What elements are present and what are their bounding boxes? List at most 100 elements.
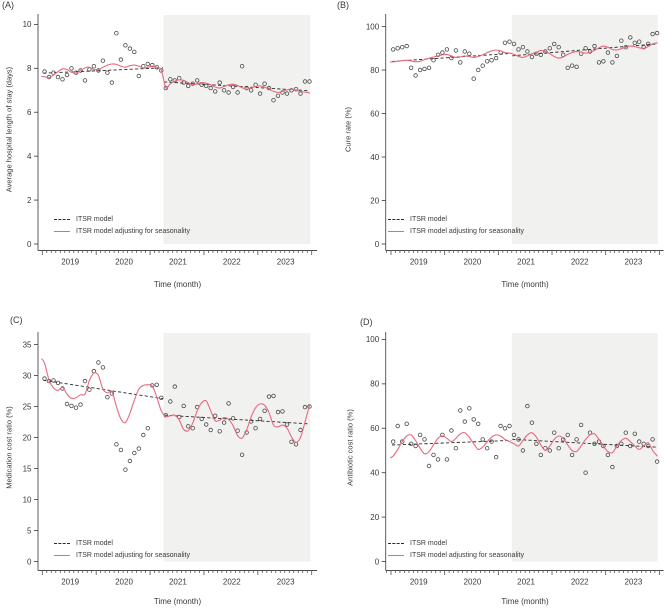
- data-point: [190, 425, 195, 431]
- y-tick-label: 0: [27, 557, 32, 566]
- data-point: [646, 41, 651, 47]
- dashed-line-sample-icon: [388, 543, 404, 545]
- y-axis-ticks: 0 2 4 6 8 10: [23, 20, 38, 249]
- y-tick-label: 20: [370, 513, 379, 522]
- data-point: [168, 77, 173, 82]
- data-point: [262, 81, 267, 86]
- data-point: [610, 60, 615, 65]
- data-point: [100, 365, 106, 370]
- data-point: [632, 431, 637, 436]
- panel-b-letter: (B): [337, 0, 349, 10]
- data-point: [453, 48, 459, 53]
- data-point: [413, 73, 418, 78]
- itsr-line-post: [164, 414, 309, 425]
- data-point: [507, 39, 512, 44]
- data-point: [123, 467, 128, 472]
- data-point: [109, 80, 115, 85]
- x-tick-label: 2019: [61, 578, 79, 587]
- data-point: [136, 73, 141, 79]
- data-point: [525, 403, 530, 409]
- data-point: [440, 432, 445, 438]
- data-point: [82, 378, 88, 384]
- y-tick-label: 0: [27, 240, 32, 249]
- data-point: [271, 97, 276, 103]
- data-point: [78, 402, 83, 407]
- data-point: [172, 384, 177, 389]
- data-point: [150, 383, 155, 388]
- data-point: [493, 55, 499, 61]
- data-point: [444, 457, 450, 462]
- data-point: [556, 45, 561, 50]
- x-tick-label: 2022: [223, 258, 241, 267]
- data-point: [458, 60, 463, 65]
- data-point: [520, 448, 526, 453]
- data-point: [275, 409, 281, 415]
- data-point: [565, 432, 570, 438]
- data-point: [159, 68, 164, 73]
- data-point: [391, 47, 396, 52]
- data-point: [203, 422, 209, 427]
- y-tick-label: 60: [370, 109, 379, 118]
- data-point: [440, 50, 445, 55]
- red-line-sample-icon: [54, 554, 70, 556]
- legend-item-seasonal: ITSR model adjusting for seasonality: [388, 226, 524, 238]
- x-tick-label: 2022: [571, 578, 589, 587]
- data-point: [55, 74, 61, 80]
- data-point: [284, 422, 290, 427]
- data-point: [547, 46, 552, 51]
- data-point: [404, 43, 409, 49]
- data-point: [159, 395, 164, 400]
- data-point: [239, 452, 245, 457]
- data-point: [217, 429, 222, 434]
- data-point: [614, 53, 620, 59]
- y-axis-ticks: 0 5 10 15 20 25 30 35: [23, 340, 38, 566]
- y-tick-label: 60: [370, 424, 379, 433]
- legend-item-itsr: ITSR model: [388, 538, 524, 550]
- data-point: [302, 79, 308, 84]
- seasonal-fit-line: [41, 63, 311, 94]
- y-axis-ticks: 0 20 40 60 80 100: [366, 22, 386, 249]
- data-point: [516, 47, 521, 52]
- data-point: [551, 430, 557, 435]
- data-point: [69, 66, 74, 71]
- data-point: [408, 441, 414, 446]
- data-point: [583, 46, 588, 51]
- post-intervention-shaded-region: [163, 333, 311, 562]
- y-tick-label: 6: [27, 108, 32, 117]
- panel-a-letter: (A): [2, 0, 14, 10]
- x-tick-label: 2020: [464, 258, 482, 267]
- data-point: [244, 85, 249, 91]
- data-point: [498, 423, 503, 429]
- x-tick-label: 2021: [517, 578, 535, 587]
- data-point: [226, 401, 231, 406]
- data-point: [484, 445, 490, 451]
- data-point: [262, 408, 267, 413]
- panel-d: (D) Antibiotic cost ratio (%) 0 20 40 60 80 1…: [334, 305, 669, 611]
- data-point: [127, 46, 133, 51]
- legend-label-seasonal: ITSR model adjusting for seasonality: [410, 227, 524, 235]
- panel-a-legend: ITSR model ITSR model adjusting for seas…: [54, 214, 190, 237]
- data-point: [489, 58, 494, 63]
- y-tick-label: 80: [370, 66, 379, 75]
- data-point: [565, 65, 570, 70]
- legend-label-itsr: ITSR model: [76, 540, 113, 548]
- data-point: [654, 459, 660, 464]
- legend-label-itsr: ITSR model: [410, 216, 447, 224]
- legend-label-seasonal: ITSR model adjusting for seasonality: [76, 551, 190, 559]
- y-tick-label: 0: [375, 557, 380, 566]
- data-point: [574, 64, 579, 69]
- panel-a: (A) Average hospital length of stay (day…: [0, 0, 334, 305]
- y-tick-label: 2: [27, 196, 32, 205]
- data-point: [480, 63, 485, 68]
- data-point: [100, 58, 106, 63]
- data-point: [257, 416, 263, 422]
- data-point: [208, 427, 213, 433]
- data-point: [399, 439, 405, 444]
- itsr-line-pre: [43, 67, 164, 74]
- y-tick-label: 100: [366, 22, 380, 31]
- axis-lines: [385, 14, 664, 251]
- data-point: [551, 41, 557, 47]
- data-point: [82, 78, 88, 83]
- data-point: [96, 360, 101, 365]
